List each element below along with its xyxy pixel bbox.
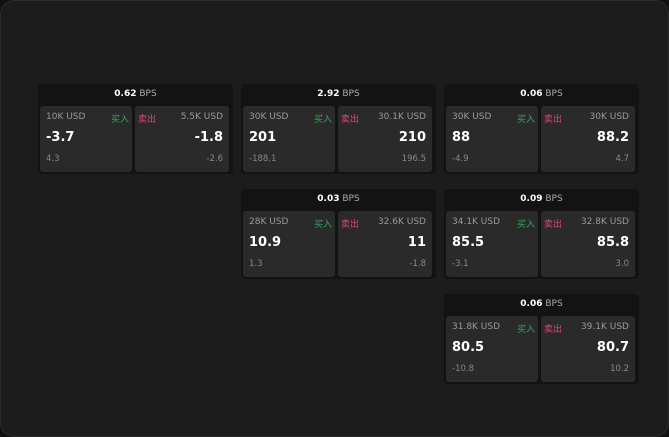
sell-change: -2.6 xyxy=(206,154,223,164)
buy-label: 买入 xyxy=(516,325,535,335)
spread-value: 0.06 xyxy=(520,89,543,99)
spread-header: 2.92 BPS xyxy=(241,84,436,105)
buy-size: 30K USD xyxy=(249,112,289,122)
buy-change: -188.1 xyxy=(249,154,277,164)
sell-size: 39.1K USD xyxy=(580,322,629,332)
quote-card: 0.03 BPS 28K USD 买入 10.9 1.3 卖出 32.6K US… xyxy=(241,189,436,279)
sell-change: 3.0 xyxy=(615,259,629,269)
buy-label: 买入 xyxy=(516,115,535,125)
buy-button[interactable]: 28K USD 买入 10.9 1.3 xyxy=(243,211,335,277)
spread-unit: BPS xyxy=(545,194,563,204)
spread-header: 0.06 BPS xyxy=(444,84,639,105)
spread-value: 0.09 xyxy=(520,194,543,204)
sell-size: 32.8K USD xyxy=(580,217,629,227)
sell-button[interactable]: 卖出 39.1K USD 80.7 10.2 xyxy=(541,316,635,382)
sell-price: -1.8 xyxy=(194,130,223,145)
buy-price: 201 xyxy=(249,130,277,145)
buy-button[interactable]: 10K USD 买入 -3.7 4.3 xyxy=(40,106,132,172)
buy-size: 10K USD xyxy=(46,112,86,122)
buy-change: 1.3 xyxy=(249,259,263,269)
sell-button[interactable]: 卖出 30.1K USD 210 196.5 xyxy=(338,106,432,172)
spread-value: 2.92 xyxy=(317,89,340,99)
buy-button[interactable]: 30K USD 买入 88 -4.9 xyxy=(446,106,538,172)
spread-header: 0.62 BPS xyxy=(38,84,233,105)
buy-button[interactable]: 30K USD 买入 201 -188.1 xyxy=(243,106,335,172)
sell-size: 30K USD xyxy=(589,112,629,122)
sell-size: 30.1K USD xyxy=(377,112,426,122)
sell-price: 11 xyxy=(407,235,426,250)
spread-header: 0.03 BPS xyxy=(241,189,436,210)
buy-change: -10.8 xyxy=(452,364,474,374)
buy-change: 4.3 xyxy=(46,154,60,164)
sell-label: 卖出 xyxy=(138,115,157,125)
sell-change: 4.7 xyxy=(615,154,629,164)
sell-change: 10.2 xyxy=(610,364,629,374)
buy-label: 买入 xyxy=(313,115,332,125)
spread-unit: BPS xyxy=(139,89,157,99)
buy-label: 买入 xyxy=(516,220,535,230)
spread-unit: BPS xyxy=(342,89,360,99)
buy-change: -4.9 xyxy=(452,154,469,164)
sell-change: -1.8 xyxy=(409,259,426,269)
buy-price: 88 xyxy=(452,130,471,145)
quote-card: 0.06 BPS 30K USD 买入 88 -4.9 卖出 30K USD 8… xyxy=(444,84,639,174)
spread-header: 0.09 BPS xyxy=(444,189,639,210)
sell-button[interactable]: 卖出 5.5K USD -1.8 -2.6 xyxy=(135,106,229,172)
buy-size: 30K USD xyxy=(452,112,492,122)
buy-change: -3.1 xyxy=(452,259,469,269)
quote-card: 0.06 BPS 31.8K USD 买入 80.5 -10.8 卖出 39.1… xyxy=(444,294,639,384)
sell-label: 卖出 xyxy=(544,115,563,125)
spread-header: 0.06 BPS xyxy=(444,294,639,315)
buy-size: 31.8K USD xyxy=(452,322,501,332)
buy-price: 80.5 xyxy=(452,340,485,355)
sell-label: 卖出 xyxy=(544,325,563,335)
buy-price: -3.7 xyxy=(46,130,75,145)
sell-label: 卖出 xyxy=(341,115,360,125)
spread-unit: BPS xyxy=(545,299,563,309)
buy-label: 买入 xyxy=(110,115,129,125)
spread-value: 0.06 xyxy=(520,299,543,309)
sell-size: 5.5K USD xyxy=(180,112,223,122)
buy-button[interactable]: 34.1K USD 买入 85.5 -3.1 xyxy=(446,211,538,277)
sell-label: 卖出 xyxy=(544,220,563,230)
quote-card: 0.62 BPS 10K USD 买入 -3.7 4.3 卖出 5.5K USD… xyxy=(38,84,233,174)
buy-button[interactable]: 31.8K USD 买入 80.5 -10.8 xyxy=(446,316,538,382)
spread-value: 0.62 xyxy=(114,89,137,99)
quote-card: 2.92 BPS 30K USD 买入 201 -188.1 卖出 30.1K … xyxy=(241,84,436,174)
sell-label: 卖出 xyxy=(341,220,360,230)
sell-button[interactable]: 卖出 32.8K USD 85.8 3.0 xyxy=(541,211,635,277)
spread-unit: BPS xyxy=(342,194,360,204)
sell-size: 32.6K USD xyxy=(377,217,426,227)
sell-price: 88.2 xyxy=(596,130,629,145)
sell-button[interactable]: 卖出 32.6K USD 11 -1.8 xyxy=(338,211,432,277)
buy-price: 10.9 xyxy=(249,235,282,250)
sell-price: 85.8 xyxy=(596,235,629,250)
buy-size: 28K USD xyxy=(249,217,289,227)
sell-price: 80.7 xyxy=(596,340,629,355)
buy-label: 买入 xyxy=(313,220,332,230)
sell-change: 196.5 xyxy=(401,154,426,164)
quote-card: 0.09 BPS 34.1K USD 买入 85.5 -3.1 卖出 32.8K… xyxy=(444,189,639,279)
sell-button[interactable]: 卖出 30K USD 88.2 4.7 xyxy=(541,106,635,172)
buy-size: 34.1K USD xyxy=(452,217,501,227)
spread-unit: BPS xyxy=(545,89,563,99)
buy-price: 85.5 xyxy=(452,235,485,250)
sell-price: 210 xyxy=(398,130,426,145)
spread-value: 0.03 xyxy=(317,194,340,204)
